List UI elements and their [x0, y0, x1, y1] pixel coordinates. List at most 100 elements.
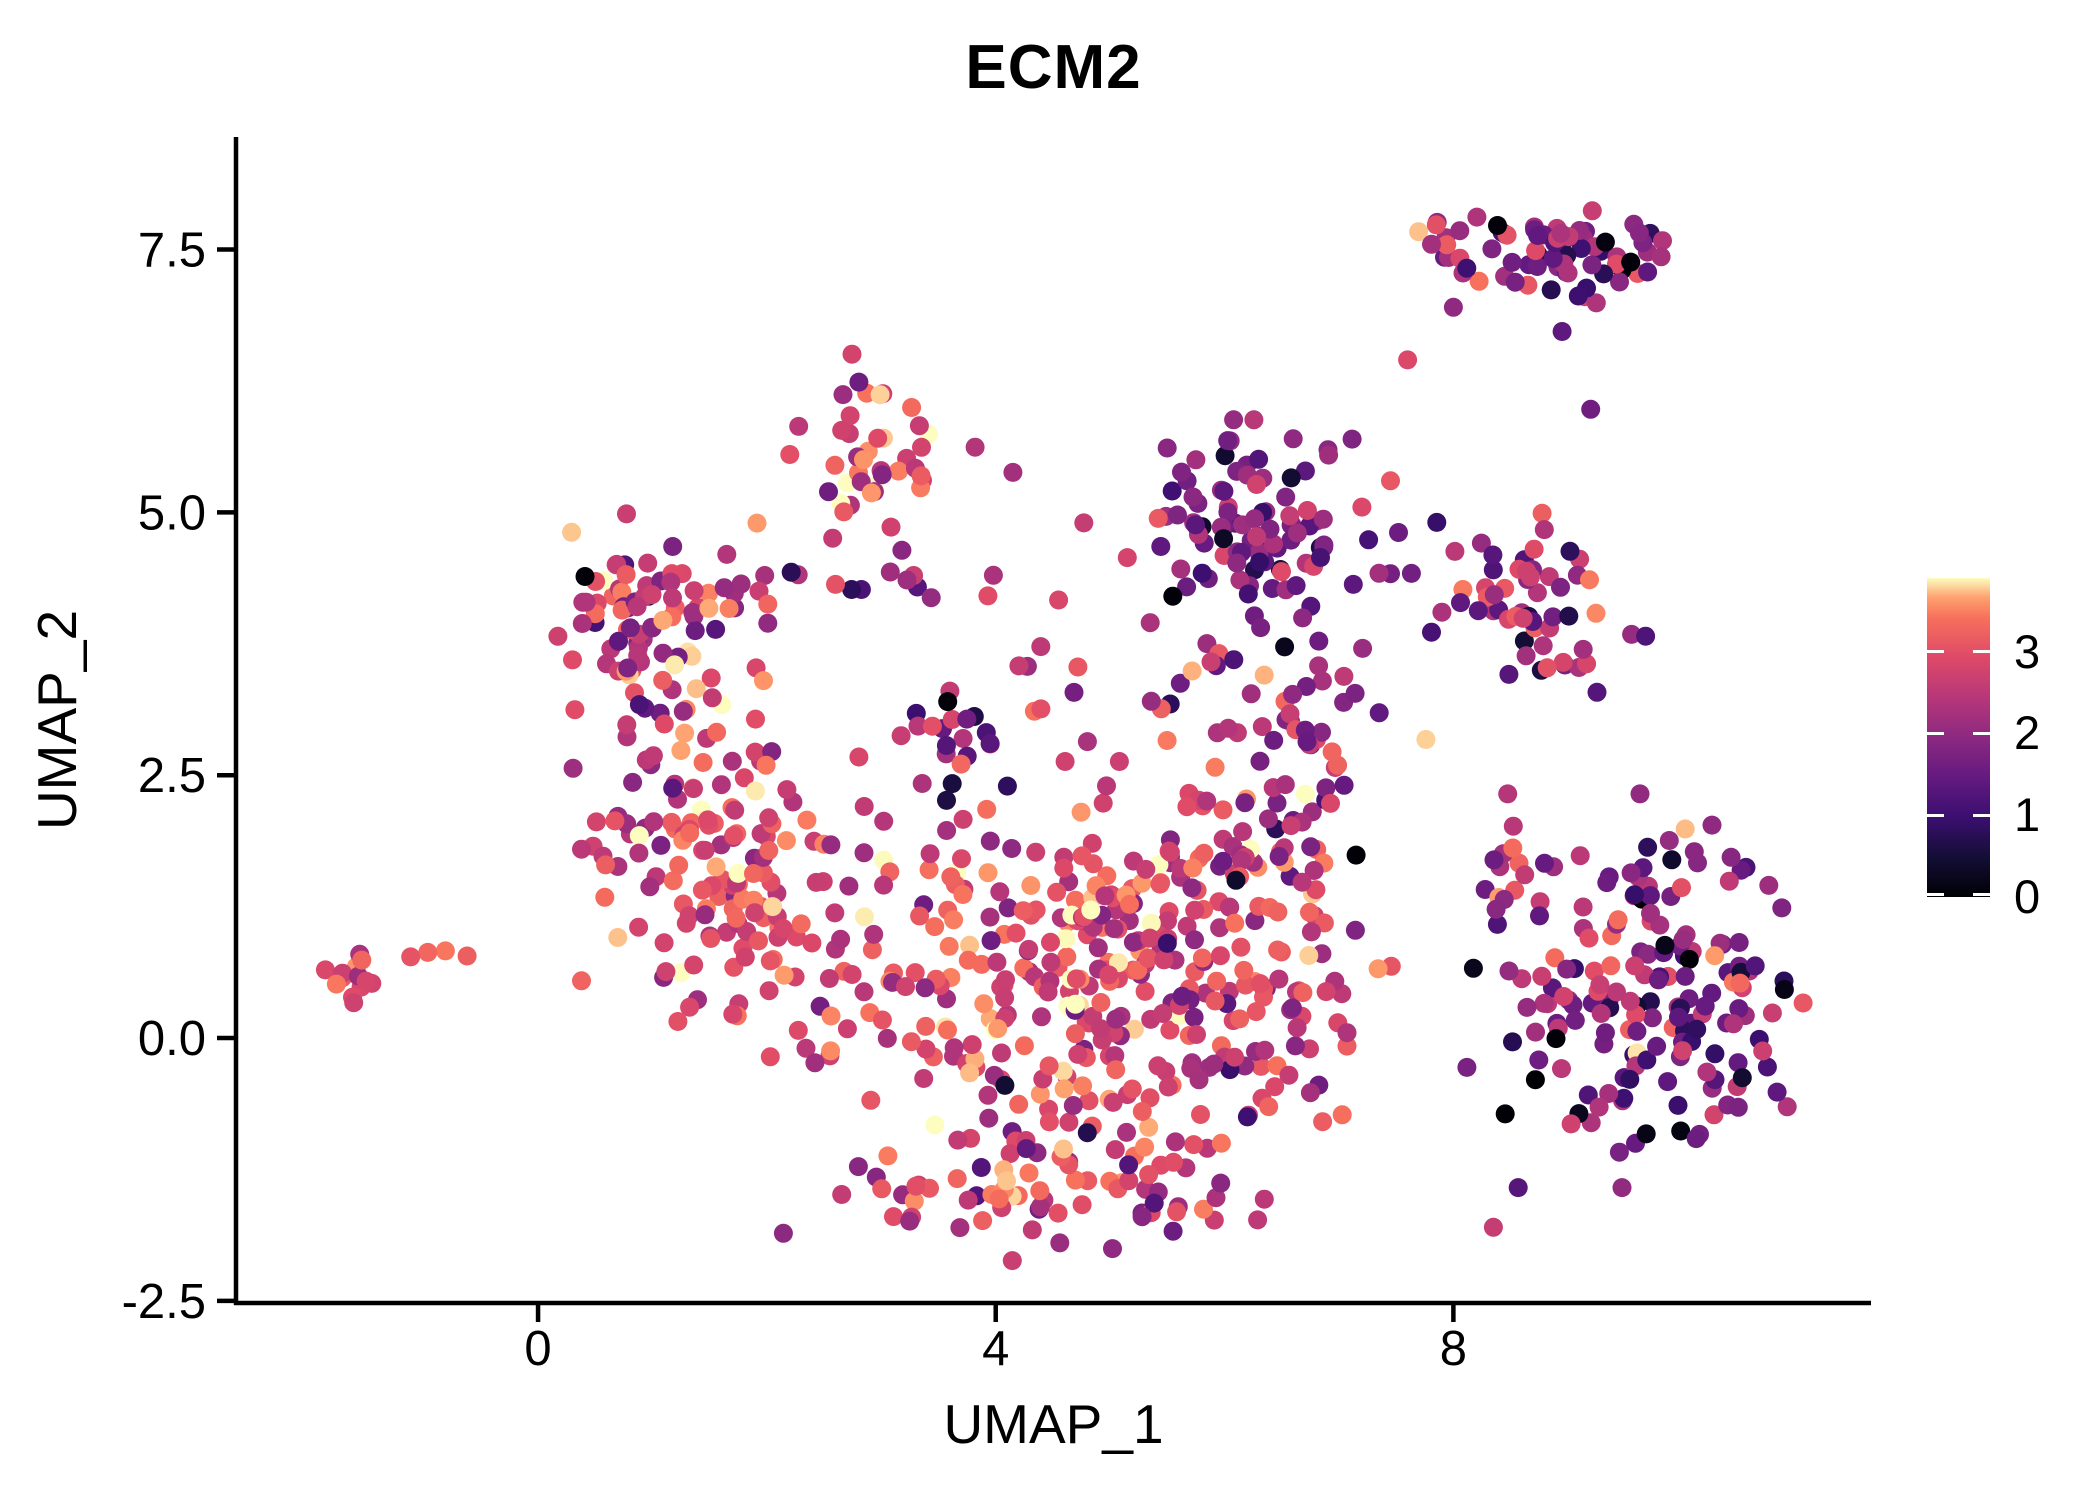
data-point [1191, 1105, 1210, 1124]
data-point [1163, 586, 1183, 606]
data-point [1163, 1221, 1183, 1241]
data-point [1151, 537, 1171, 556]
data-point [1065, 994, 1085, 1014]
data-point [1104, 919, 1124, 939]
x-axis-title: UMAP_1 [943, 1393, 1164, 1455]
data-point [1322, 742, 1342, 762]
data-point [916, 1016, 936, 1036]
data-point [1021, 876, 1041, 895]
data-point [958, 950, 978, 970]
data-point [1226, 870, 1246, 890]
data-point [1287, 1018, 1307, 1038]
data-point [1655, 935, 1675, 955]
data-point [1225, 1047, 1244, 1067]
data-point [1732, 1068, 1752, 1088]
data-point [1653, 231, 1672, 251]
data-point [1368, 959, 1388, 979]
data-point [1767, 1082, 1787, 1102]
data-point [831, 929, 851, 949]
data-point [1267, 793, 1287, 813]
data-point [1627, 1021, 1647, 1041]
data-point [731, 574, 751, 594]
data-point [1185, 930, 1204, 950]
data-point [1345, 683, 1365, 703]
data-point [595, 887, 615, 907]
data-point [1185, 900, 1205, 920]
data-point [1675, 966, 1695, 986]
data-point [980, 734, 1000, 753]
data-point [1621, 252, 1641, 272]
data-point [900, 1211, 920, 1231]
data-point [1570, 846, 1590, 866]
data-point [1662, 850, 1682, 870]
data-point [897, 570, 917, 590]
data-point [1002, 839, 1022, 858]
data-point [1297, 732, 1317, 752]
data-point [612, 582, 632, 602]
data-point [849, 372, 869, 392]
data-point [1138, 948, 1158, 968]
data-point [1508, 1178, 1528, 1198]
y-tick-label: 7.5 [138, 223, 206, 277]
data-point [1300, 1039, 1319, 1059]
data-point [1527, 257, 1547, 276]
data-point [673, 701, 693, 721]
data-point [684, 955, 704, 975]
data-point [653, 670, 673, 690]
data-point [1268, 940, 1288, 960]
data-point [680, 823, 700, 843]
data-point [1225, 913, 1245, 933]
data-point [1050, 1233, 1070, 1253]
data-point [1319, 445, 1339, 465]
data-point [1154, 950, 1174, 970]
data-point [1153, 1004, 1173, 1023]
data-point [1498, 784, 1518, 804]
data-point [1286, 576, 1306, 596]
data-point [1119, 1155, 1139, 1175]
data-point [1612, 1178, 1632, 1198]
data-point [995, 1075, 1015, 1095]
data-point [974, 994, 994, 1014]
data-point [1103, 1092, 1123, 1112]
data-point [1183, 858, 1203, 878]
data-point [806, 872, 826, 892]
y-tick-label: -2.5 [122, 1275, 206, 1329]
data-point [418, 942, 438, 962]
data-point [948, 1130, 968, 1150]
data-point [702, 688, 722, 708]
y-tick-label: 5.0 [138, 486, 206, 540]
data-point [623, 772, 643, 792]
data-point [1272, 562, 1291, 582]
data-point [825, 903, 845, 923]
data-point [642, 585, 662, 605]
colorbar-tick-mark [1927, 892, 1944, 896]
data-point [1287, 523, 1307, 543]
data-point [1772, 898, 1792, 918]
data-point [1251, 618, 1271, 638]
data-point [1514, 631, 1534, 651]
data-point [1679, 949, 1699, 969]
data-point [1230, 570, 1250, 590]
x-axis-ticks: 0 4 8 [524, 1303, 1467, 1376]
data-point [1214, 529, 1234, 549]
data-point [1032, 1007, 1051, 1027]
colorbar-tick-mark [1927, 650, 1944, 654]
data-point [960, 935, 980, 955]
data-point [1106, 1060, 1126, 1080]
data-point [987, 952, 1007, 972]
data-point [435, 941, 455, 961]
data-point [1275, 775, 1295, 795]
data-point [937, 821, 957, 840]
data-point [1091, 1019, 1111, 1039]
data-point [1543, 249, 1563, 268]
data-point [1675, 819, 1695, 839]
data-point [1139, 1117, 1159, 1137]
data-point [1352, 497, 1372, 517]
data-point [1246, 1002, 1266, 1022]
data-point [832, 1185, 852, 1204]
data-point [791, 914, 811, 934]
data-point [1296, 677, 1316, 696]
data-point [1141, 913, 1161, 933]
data-point [759, 841, 779, 860]
